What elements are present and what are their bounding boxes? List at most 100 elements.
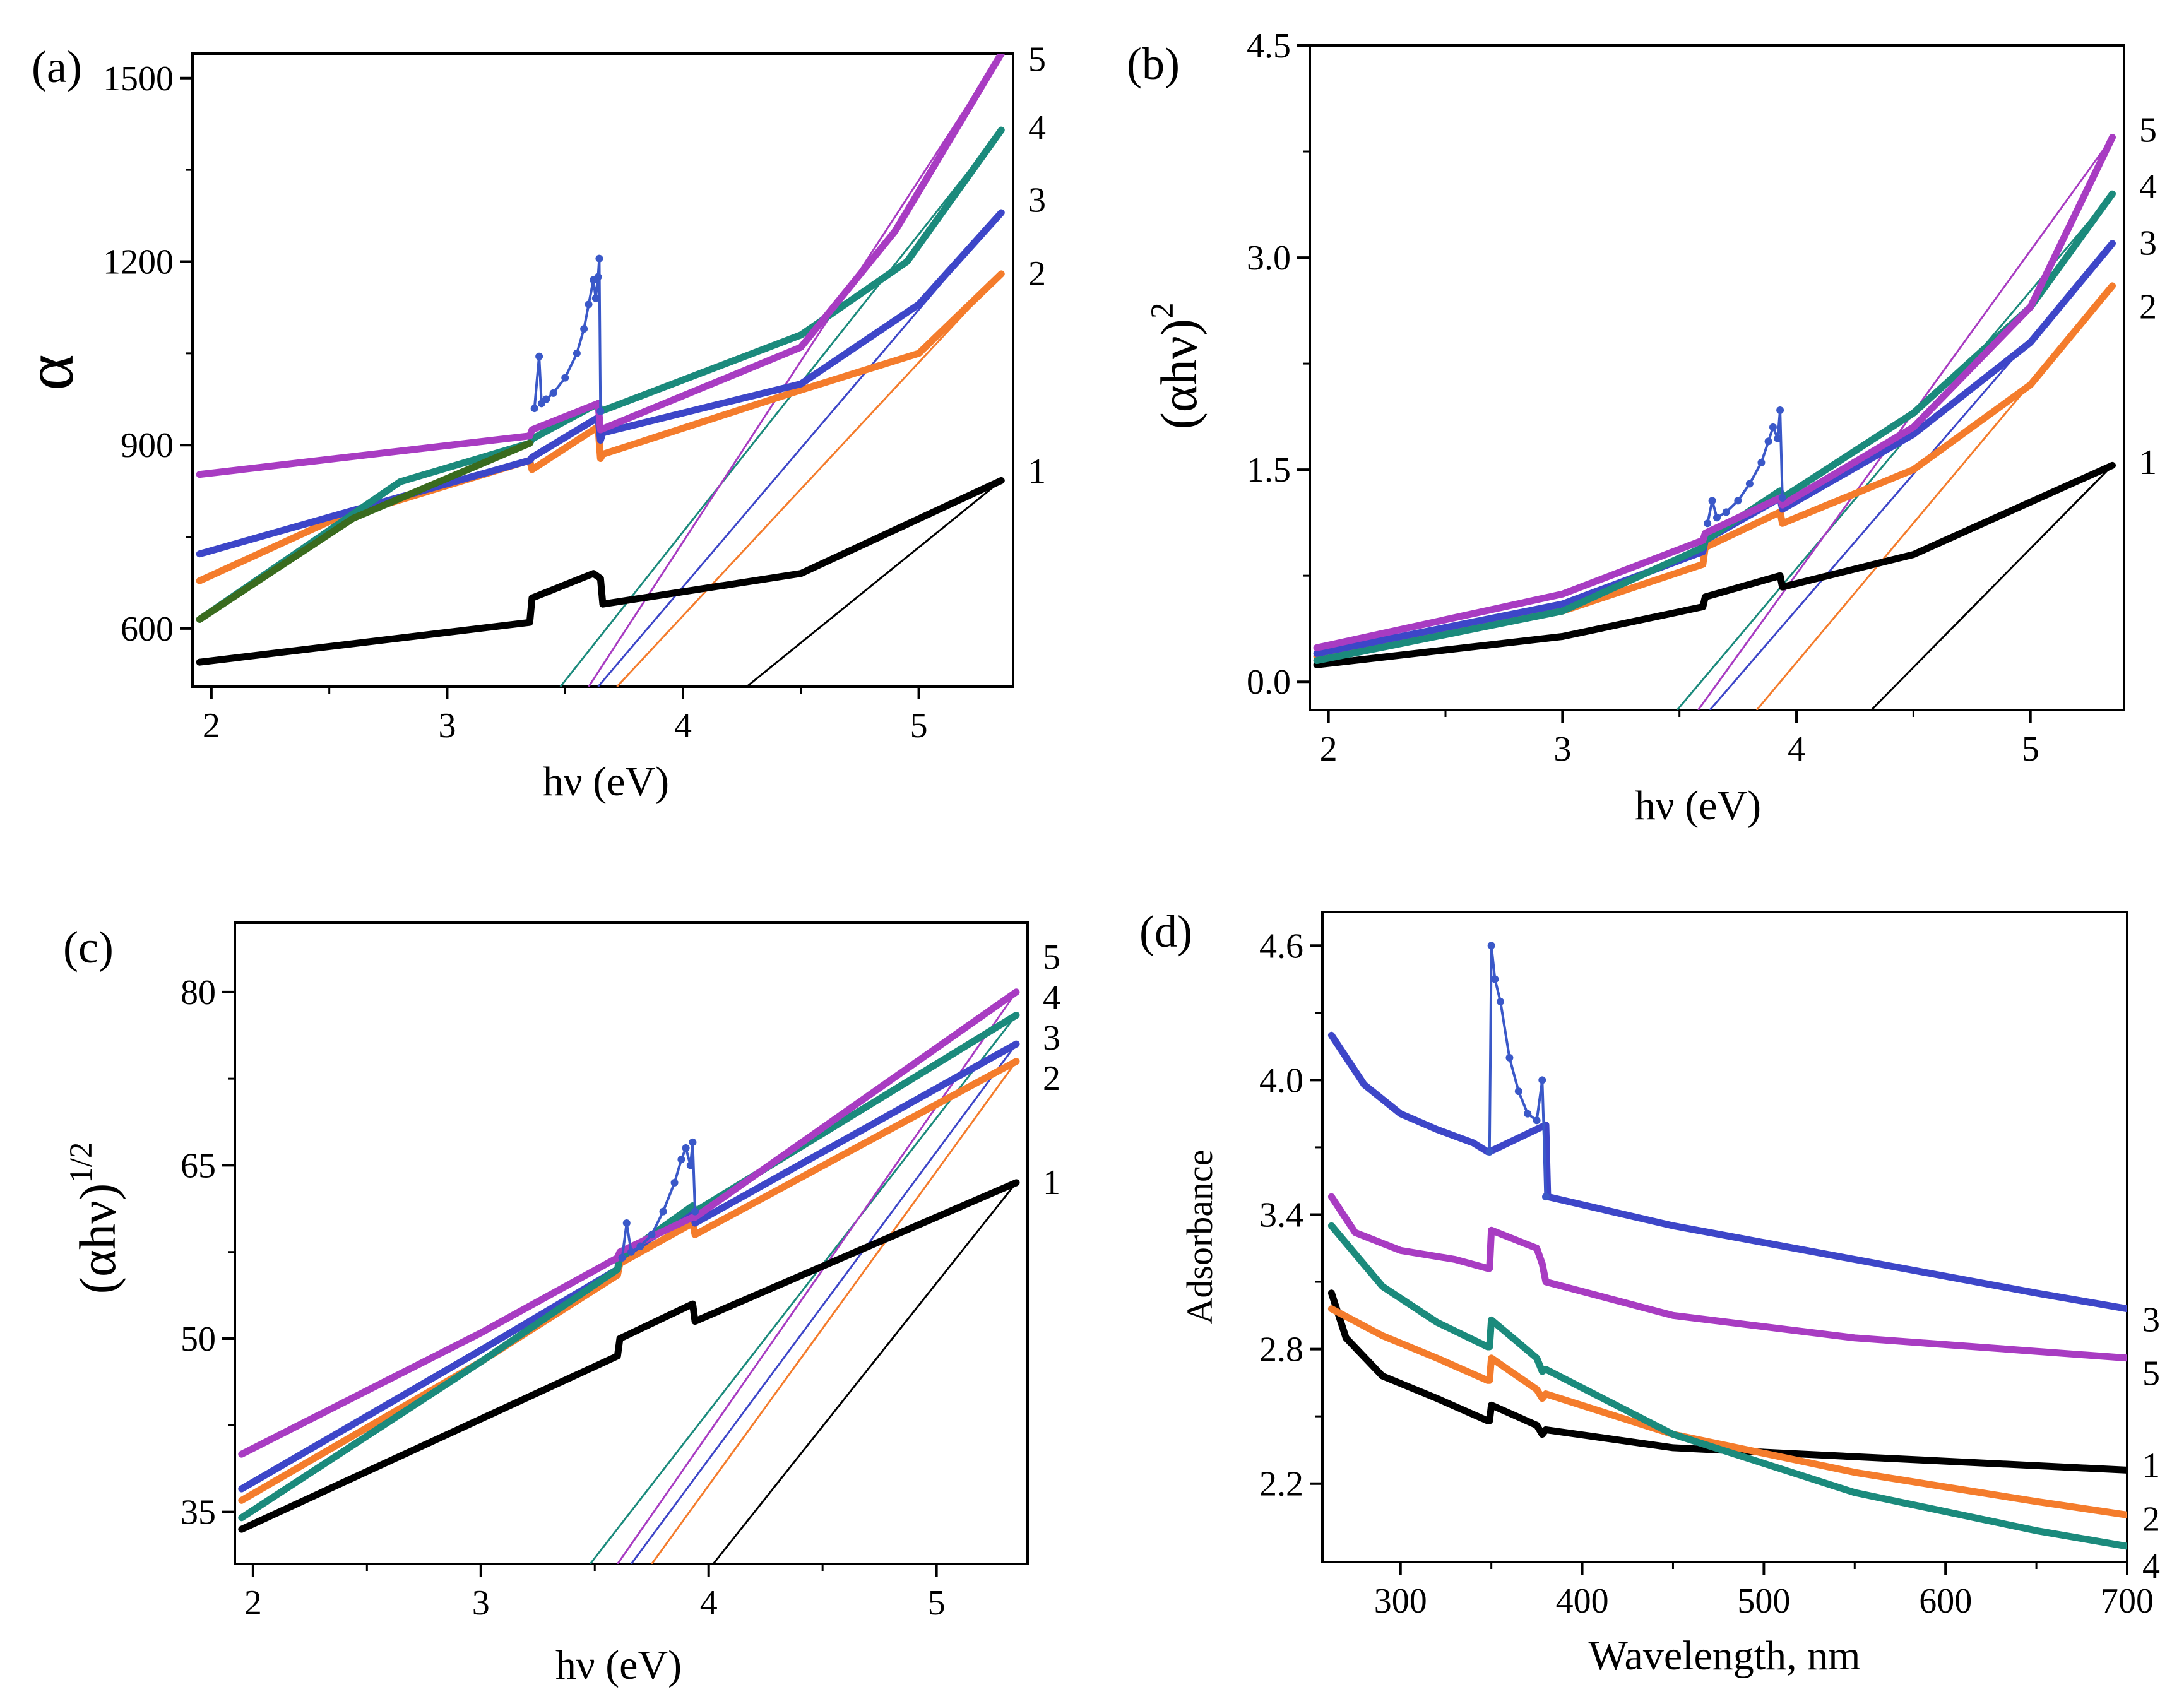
x-tick-label: 700 xyxy=(2101,1582,2154,1621)
x-axis-label: hν (eV) xyxy=(1635,783,1761,829)
spike-point xyxy=(636,1242,644,1250)
panel-label: (c) xyxy=(63,922,114,973)
spike-point xyxy=(622,1219,631,1227)
y-tick-label: 0.0 xyxy=(1247,663,1291,702)
series-line-5 xyxy=(196,54,1005,478)
series-line-5 xyxy=(238,988,1020,1458)
series-line-3 xyxy=(238,1040,1020,1493)
tangent-line-1 xyxy=(745,480,1002,687)
curve-label-4: 4 xyxy=(2139,167,2157,206)
x-axis-label: hν (eV) xyxy=(555,1642,682,1688)
y-tick-label: 1200 xyxy=(103,242,174,281)
panel-label: (d) xyxy=(1139,906,1192,957)
spike-point xyxy=(1524,1110,1532,1118)
spike-point xyxy=(530,405,538,413)
x-tick-label: 3 xyxy=(1553,730,1571,769)
spike-point xyxy=(1505,1053,1514,1062)
series-line-1 xyxy=(238,1179,1020,1533)
y-tick-label: 35 xyxy=(181,1493,216,1532)
plot-frame xyxy=(1321,911,2128,1563)
spike-point xyxy=(1722,508,1730,516)
x-tick-label: 400 xyxy=(1556,1582,1609,1621)
plot-area xyxy=(238,988,1020,1564)
y-tick-label: 50 xyxy=(181,1320,216,1359)
spike-point xyxy=(561,374,569,382)
tangent-line-2 xyxy=(616,273,1002,687)
spike-point xyxy=(1776,406,1784,415)
y-axis-label: (αhν)1/2 xyxy=(63,1142,126,1294)
tangent-line-3 xyxy=(630,1043,1018,1564)
x-tick-label: 5 xyxy=(910,706,928,745)
y-tick-label: 4.0 xyxy=(1259,1061,1303,1100)
spike-point xyxy=(573,349,581,357)
x-tick-label: 4 xyxy=(1788,730,1805,769)
spike-line xyxy=(620,1142,697,1258)
overlap-segment xyxy=(196,439,533,623)
y-tick-label: 900 xyxy=(121,426,174,465)
series-line-2 xyxy=(238,1058,1020,1504)
spike-point xyxy=(542,395,550,403)
series-line-1 xyxy=(196,477,1005,666)
spike-point xyxy=(1774,434,1782,442)
spike-point xyxy=(1778,494,1786,502)
y-tick-label: 65 xyxy=(181,1146,216,1185)
spike-point xyxy=(1764,437,1772,446)
spike-point xyxy=(594,273,602,281)
spike-point xyxy=(1704,519,1712,528)
curve-label-3: 3 xyxy=(2142,1300,2160,1339)
plot-area xyxy=(1313,134,2116,710)
x-tick-label: 4 xyxy=(700,1584,718,1623)
y-axis-label: (αhν)2 xyxy=(1144,302,1208,429)
curve-label-5: 5 xyxy=(2139,110,2157,150)
plot-frame xyxy=(191,52,1014,688)
spike-point xyxy=(1713,514,1721,522)
spike-point xyxy=(670,1178,679,1187)
curve-label-5: 5 xyxy=(1043,938,1060,977)
tangent-line-4 xyxy=(589,1014,1018,1564)
y-tick-label: 3.0 xyxy=(1247,239,1291,278)
spike-point xyxy=(682,1144,690,1152)
tangent-line-4 xyxy=(559,129,1002,687)
y-tick-label: 2.2 xyxy=(1259,1465,1303,1504)
y-tick-label: 2.8 xyxy=(1259,1330,1303,1370)
curve-label-1: 1 xyxy=(1043,1163,1060,1202)
spike-point xyxy=(585,300,593,309)
series-line-2 xyxy=(1313,282,2116,660)
tangent-line-5 xyxy=(1697,136,2113,710)
curve-label-5: 5 xyxy=(1028,40,1046,80)
curve-label-3: 3 xyxy=(2139,224,2157,263)
curve-label-4: 4 xyxy=(2142,1547,2160,1586)
panel-d: (d) 300 400 500 600 700 2.2 2.8 3.4 4.0 4.6 Wavelen… xyxy=(1139,906,2160,1679)
series-line-4 xyxy=(1327,1222,2127,1550)
spike-point xyxy=(618,1253,626,1262)
tangent-line-5 xyxy=(588,54,1002,687)
panel-b: (b) 2 3 4 5 0.0 1.5 3.0 4.5 hν (eV) (αhν)2 5 4 3 2 1 xyxy=(1127,27,2157,829)
plot-frame xyxy=(1309,44,2125,711)
spike-point xyxy=(1745,480,1754,488)
series-line-1 xyxy=(1327,1289,2127,1474)
curve-label-5: 5 xyxy=(2142,1354,2160,1394)
y-tick-label: 1.5 xyxy=(1247,451,1291,490)
x-tick-label: 3 xyxy=(438,706,456,745)
spike-point xyxy=(1497,998,1505,1006)
spike-point xyxy=(686,1161,694,1169)
spike-point xyxy=(1542,1193,1550,1201)
panel-a: (a) 2 3 4 5 600 900 1200 1500 hν (eV) α 5 4 3 2 1 xyxy=(11,40,1046,805)
curve-label-2: 2 xyxy=(2142,1500,2160,1539)
tangent-line-2 xyxy=(651,1060,1018,1564)
x-axis-label: Wavelength, nm xyxy=(1589,1633,1861,1679)
x-tick-label: 2 xyxy=(203,706,220,745)
series-line-5 xyxy=(1327,1193,2127,1362)
spike-point xyxy=(1757,458,1766,466)
spike-point xyxy=(691,1207,699,1216)
spike-point xyxy=(1487,942,1495,950)
spike-point xyxy=(677,1156,685,1164)
spike-point xyxy=(1538,1076,1546,1084)
y-axis-label: α xyxy=(11,354,88,391)
spike-point xyxy=(1491,975,1499,983)
spike-line xyxy=(1488,945,1547,1197)
y-tick-label: 80 xyxy=(181,973,216,1012)
series-line-5 xyxy=(1313,134,2116,651)
spike-point xyxy=(1533,1116,1541,1125)
spike-point xyxy=(591,294,600,302)
